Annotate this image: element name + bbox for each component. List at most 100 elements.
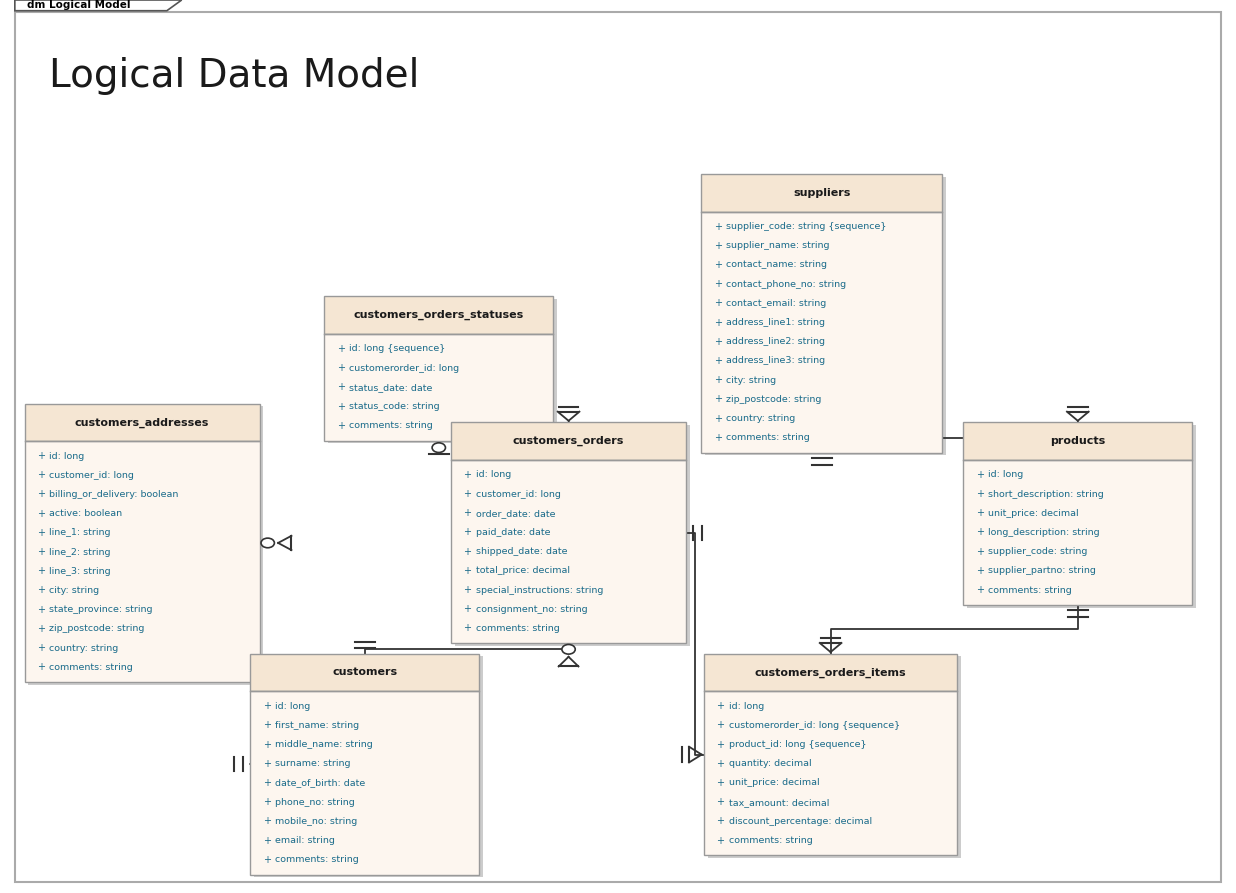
Text: comments: string: comments: string <box>476 624 560 633</box>
Text: +: + <box>262 836 271 846</box>
Text: +: + <box>37 643 44 653</box>
Text: +: + <box>262 721 271 730</box>
Text: +: + <box>714 433 722 443</box>
Text: +: + <box>714 260 722 270</box>
Text: status_date: date: status_date: date <box>349 383 433 392</box>
Text: +: + <box>976 489 984 499</box>
Text: +: + <box>714 241 722 251</box>
Text: quantity: decimal: quantity: decimal <box>729 759 811 768</box>
Bar <box>705 177 947 455</box>
Text: discount_percentage: decimal: discount_percentage: decimal <box>729 817 871 826</box>
Text: comments: string: comments: string <box>989 586 1072 595</box>
Text: +: + <box>976 547 984 556</box>
Text: +: + <box>976 470 984 480</box>
Text: +: + <box>717 778 724 788</box>
Text: supplier_partno: string: supplier_partno: string <box>989 566 1096 575</box>
Text: mobile_no: string: mobile_no: string <box>274 817 357 826</box>
Text: +: + <box>37 509 44 519</box>
Text: comments: string: comments: string <box>274 855 358 864</box>
Text: middle_name: string: middle_name: string <box>274 740 373 749</box>
Text: contact_name: string: contact_name: string <box>727 261 827 270</box>
Bar <box>328 299 556 443</box>
Bar <box>324 334 552 440</box>
Text: zip_postcode: string: zip_postcode: string <box>49 624 145 633</box>
Text: line_2: string: line_2: string <box>49 547 111 556</box>
Text: short_description: string: short_description: string <box>989 489 1104 498</box>
Text: +: + <box>976 566 984 576</box>
Text: unit_price: decimal: unit_price: decimal <box>729 779 819 788</box>
Text: +: + <box>37 586 44 596</box>
Text: city: string: city: string <box>727 376 776 385</box>
Text: +: + <box>717 836 724 846</box>
Text: +: + <box>37 451 44 461</box>
Text: customerorder_id: long {sequence}: customerorder_id: long {sequence} <box>729 721 900 730</box>
Bar <box>451 422 686 460</box>
Text: +: + <box>717 701 724 711</box>
Text: +: + <box>714 395 722 405</box>
Text: +: + <box>714 318 722 328</box>
Text: +: + <box>464 547 471 556</box>
Text: suppliers: suppliers <box>794 188 850 198</box>
Text: shipped_date: date: shipped_date: date <box>476 547 567 556</box>
Text: customer_id: long: customer_id: long <box>49 471 135 480</box>
Text: +: + <box>714 413 722 423</box>
Text: supplier_code: string {sequence}: supplier_code: string {sequence} <box>727 222 886 231</box>
Text: +: + <box>336 402 345 412</box>
Text: customers_orders_statuses: customers_orders_statuses <box>353 310 524 321</box>
Text: +: + <box>262 778 271 788</box>
Text: +: + <box>37 663 44 672</box>
Bar <box>967 425 1196 607</box>
Text: unit_price: decimal: unit_price: decimal <box>989 509 1079 518</box>
Text: billing_or_delivery: boolean: billing_or_delivery: boolean <box>49 490 179 499</box>
Text: customers_addresses: customers_addresses <box>75 417 209 428</box>
Text: +: + <box>37 605 44 614</box>
Text: id: long {sequence}: id: long {sequence} <box>349 345 445 354</box>
Text: zip_postcode: string: zip_postcode: string <box>727 395 822 404</box>
Bar <box>324 296 552 334</box>
Text: +: + <box>262 739 271 749</box>
Text: customers_orders_items: customers_orders_items <box>755 667 906 678</box>
Polygon shape <box>15 0 182 11</box>
Text: dm Logical Model: dm Logical Model <box>27 0 131 11</box>
Text: +: + <box>464 605 471 614</box>
Text: products: products <box>1051 436 1105 446</box>
Text: consignment_no: string: consignment_no: string <box>476 605 587 613</box>
Text: +: + <box>336 421 345 430</box>
Text: comments: string: comments: string <box>727 433 810 442</box>
Bar <box>705 654 957 691</box>
Text: customers: customers <box>332 667 397 678</box>
Text: address_line2: string: address_line2: string <box>727 338 826 346</box>
Text: date_of_birth: date: date_of_birth: date <box>274 779 366 788</box>
Bar <box>28 406 263 685</box>
Text: customer_id: long: customer_id: long <box>476 489 561 498</box>
Bar <box>964 460 1192 605</box>
Text: address_line1: string: address_line1: string <box>727 318 826 327</box>
Text: +: + <box>717 816 724 826</box>
Text: state_province: string: state_province: string <box>49 605 153 614</box>
Text: +: + <box>464 508 471 518</box>
Text: +: + <box>336 363 345 373</box>
Text: customerorder_id: long: customerorder_id: long <box>349 363 460 372</box>
Text: +: + <box>336 344 345 354</box>
Bar <box>702 174 942 212</box>
Text: +: + <box>464 566 471 576</box>
Text: surname: string: surname: string <box>274 759 351 768</box>
Text: +: + <box>262 701 271 711</box>
Text: +: + <box>714 337 722 346</box>
Text: active: boolean: active: boolean <box>49 509 122 518</box>
Text: +: + <box>464 470 471 480</box>
Text: country: string: country: string <box>49 644 119 653</box>
Text: +: + <box>714 375 722 385</box>
Text: +: + <box>262 855 271 864</box>
Text: id: long: id: long <box>476 471 512 480</box>
Text: +: + <box>976 585 984 595</box>
Text: id: long: id: long <box>274 702 310 711</box>
Text: +: + <box>717 739 724 749</box>
Text: address_line3: string: address_line3: string <box>727 356 826 365</box>
Circle shape <box>261 538 274 547</box>
Text: product_id: long {sequence}: product_id: long {sequence} <box>729 740 866 749</box>
Text: Logical Data Model: Logical Data Model <box>49 57 420 95</box>
Text: +: + <box>464 489 471 499</box>
Text: +: + <box>37 547 44 557</box>
Circle shape <box>562 645 575 654</box>
